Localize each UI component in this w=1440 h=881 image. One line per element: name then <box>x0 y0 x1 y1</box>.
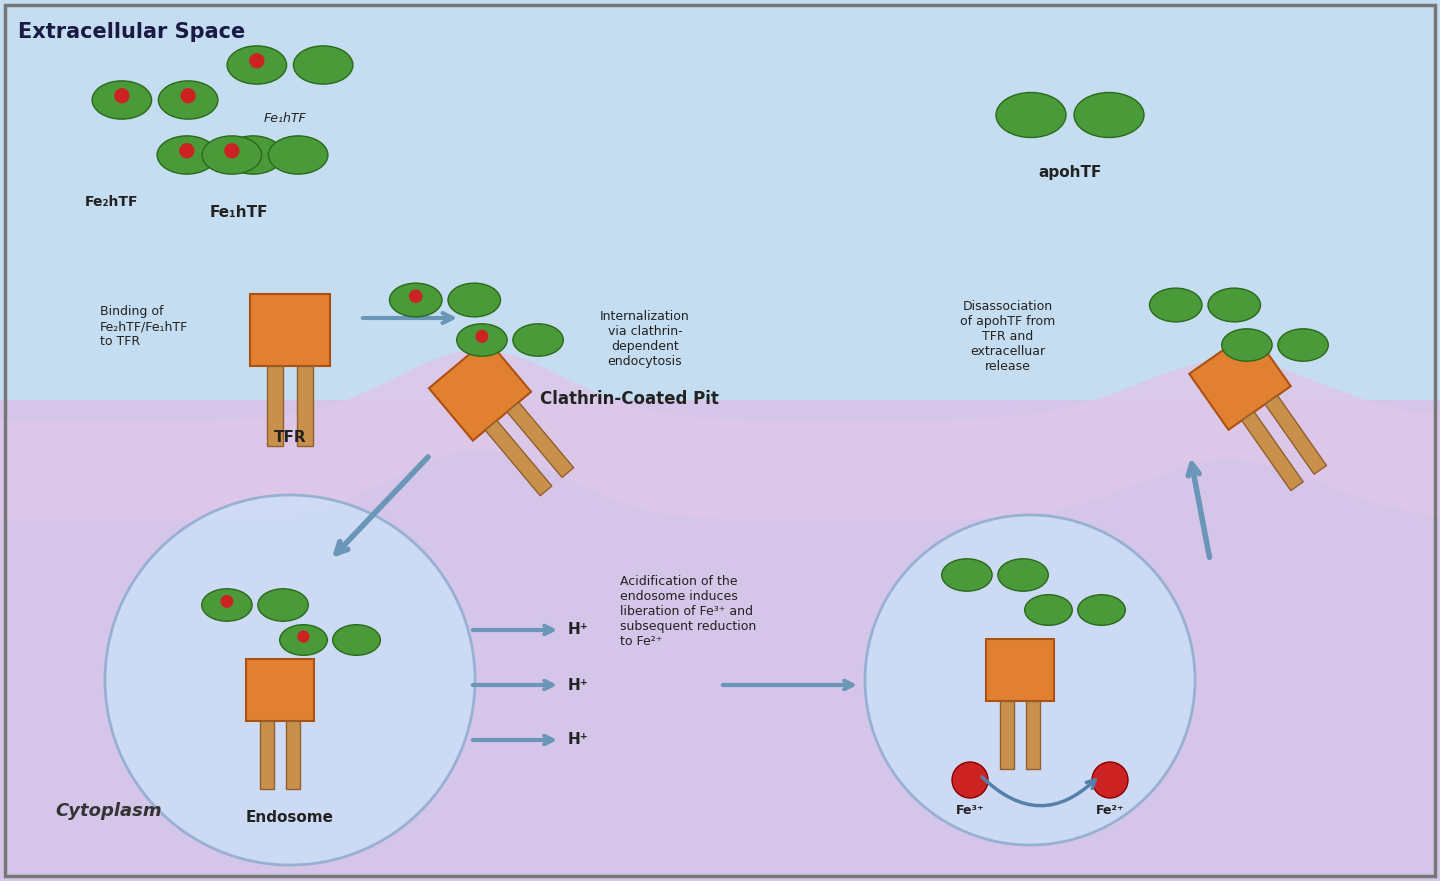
Ellipse shape <box>1025 595 1073 626</box>
Ellipse shape <box>202 136 262 174</box>
Polygon shape <box>0 350 1440 520</box>
Polygon shape <box>1241 411 1303 491</box>
Text: Binding of
Fe₂hTF/Fe₁hTF
to TFR: Binding of Fe₂hTF/Fe₁hTF to TFR <box>99 305 189 348</box>
Text: H⁺: H⁺ <box>567 623 589 638</box>
Polygon shape <box>246 659 314 721</box>
Ellipse shape <box>1277 329 1328 361</box>
Text: Fe₁hTF: Fe₁hTF <box>264 112 307 125</box>
Ellipse shape <box>333 625 380 655</box>
Polygon shape <box>507 402 573 478</box>
Circle shape <box>114 88 130 103</box>
Polygon shape <box>1189 330 1290 430</box>
Text: Fe₂hTF: Fe₂hTF <box>85 195 138 209</box>
Text: H⁺: H⁺ <box>567 732 589 747</box>
Ellipse shape <box>279 625 327 655</box>
Ellipse shape <box>389 283 442 317</box>
Text: apohTF: apohTF <box>1038 165 1102 180</box>
Polygon shape <box>0 400 1440 881</box>
Polygon shape <box>261 721 274 788</box>
Polygon shape <box>297 366 312 446</box>
Ellipse shape <box>513 324 563 356</box>
Polygon shape <box>251 294 330 366</box>
Circle shape <box>1092 762 1128 798</box>
Text: Fe²⁺: Fe²⁺ <box>1096 804 1125 817</box>
Polygon shape <box>287 721 300 788</box>
Ellipse shape <box>158 81 217 119</box>
Polygon shape <box>986 640 1054 700</box>
Circle shape <box>249 53 265 69</box>
Ellipse shape <box>1074 93 1143 137</box>
Ellipse shape <box>202 589 252 621</box>
Circle shape <box>180 88 196 103</box>
Ellipse shape <box>942 559 992 591</box>
Ellipse shape <box>92 81 151 119</box>
Polygon shape <box>429 339 531 440</box>
Circle shape <box>409 290 422 303</box>
Circle shape <box>952 762 988 798</box>
Ellipse shape <box>998 559 1048 591</box>
Ellipse shape <box>1149 288 1202 322</box>
Ellipse shape <box>294 46 353 84</box>
Circle shape <box>105 495 475 865</box>
Circle shape <box>865 515 1195 845</box>
Text: Internalization
via clathrin-
dependent
endocytosis: Internalization via clathrin- dependent … <box>600 310 690 368</box>
Ellipse shape <box>258 589 308 621</box>
Ellipse shape <box>996 93 1066 137</box>
Ellipse shape <box>1208 288 1260 322</box>
Text: Fe₁hTF: Fe₁hTF <box>210 205 268 220</box>
Polygon shape <box>1025 700 1040 768</box>
Text: Acidification of the
endosome induces
liberation of Fe³⁺ and
subsequent reductio: Acidification of the endosome induces li… <box>621 575 756 648</box>
Text: Extracellular Space: Extracellular Space <box>17 22 245 42</box>
Ellipse shape <box>268 136 328 174</box>
Text: Cytoplasm: Cytoplasm <box>55 802 161 820</box>
Circle shape <box>297 631 310 643</box>
Text: Endosome: Endosome <box>246 810 334 825</box>
Ellipse shape <box>1077 595 1125 626</box>
Polygon shape <box>266 366 284 446</box>
Circle shape <box>225 143 239 159</box>
Text: H⁺: H⁺ <box>567 677 589 692</box>
Text: TFR: TFR <box>274 430 307 445</box>
Text: Fe³⁺: Fe³⁺ <box>956 804 985 817</box>
Ellipse shape <box>228 46 287 84</box>
Ellipse shape <box>223 136 282 174</box>
Polygon shape <box>1001 700 1014 768</box>
Circle shape <box>220 595 233 608</box>
Ellipse shape <box>448 283 501 317</box>
Polygon shape <box>485 420 552 496</box>
Polygon shape <box>0 0 1440 500</box>
Circle shape <box>475 329 488 343</box>
Circle shape <box>179 143 194 159</box>
Text: Disassociation
of apohTF from
TFR and
extracelluar
release: Disassociation of apohTF from TFR and ex… <box>960 300 1056 373</box>
Ellipse shape <box>456 324 507 356</box>
Polygon shape <box>1266 396 1326 474</box>
Text: Clathrin-Coated Pit: Clathrin-Coated Pit <box>540 390 719 408</box>
Ellipse shape <box>157 136 216 174</box>
Ellipse shape <box>1221 329 1272 361</box>
